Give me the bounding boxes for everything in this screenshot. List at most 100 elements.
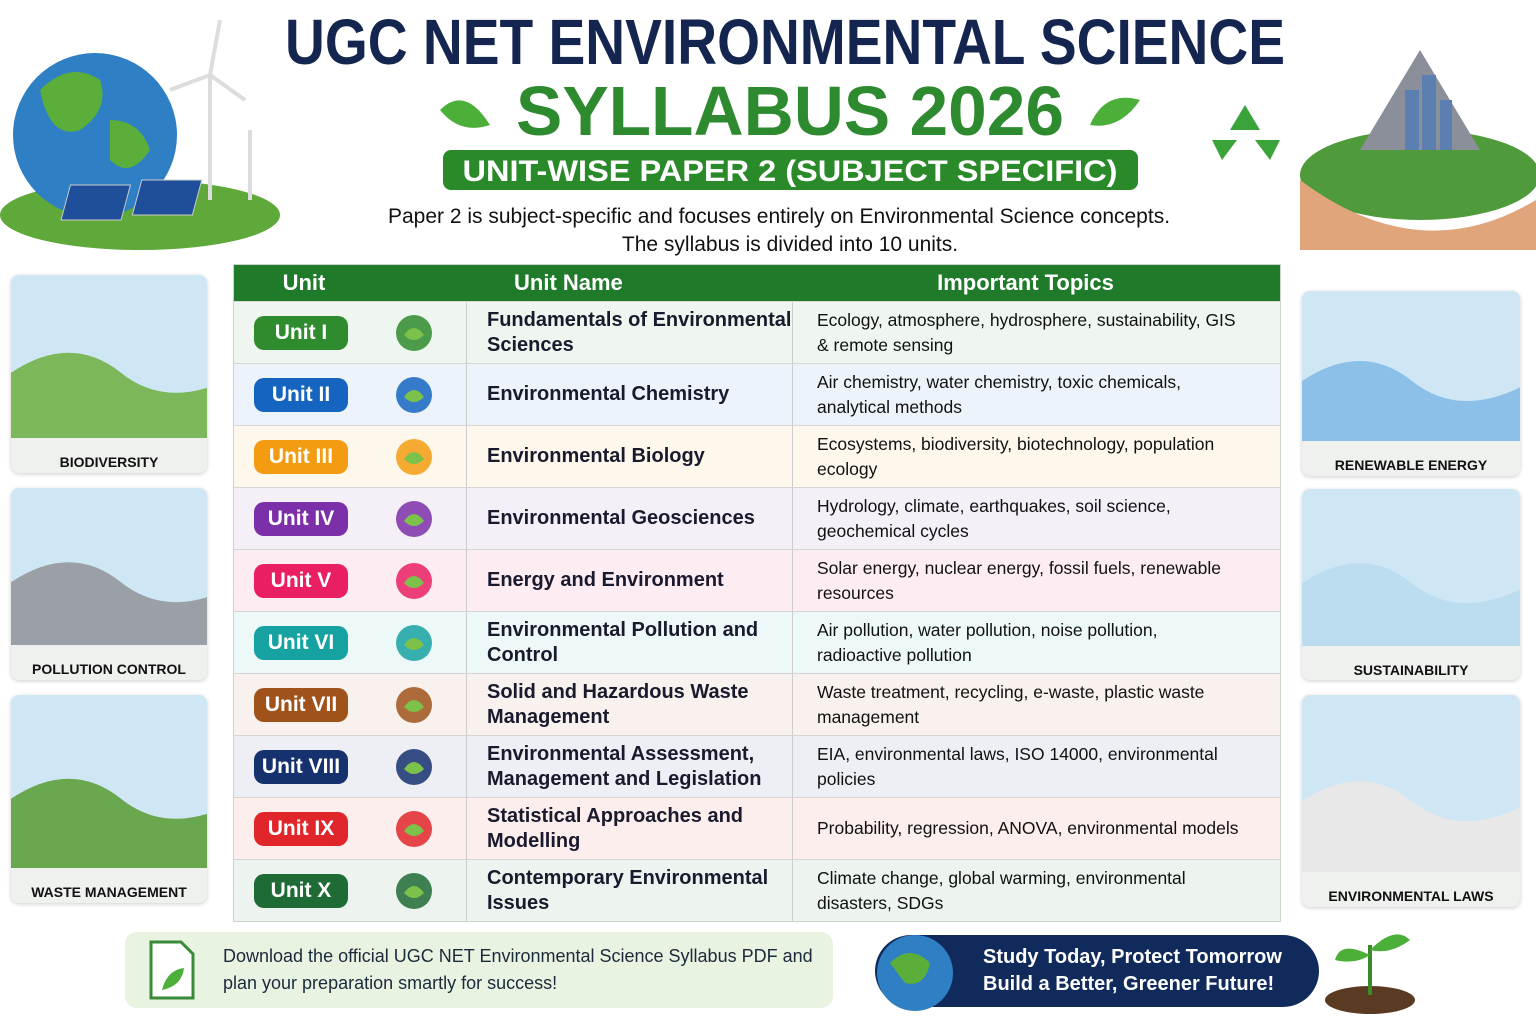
unit-cell: Unit X [234, 860, 467, 921]
slogan-line: Build a Better, Greener Future! [983, 973, 1275, 995]
side-panel: ENVIRONMENTAL LAWS [1302, 695, 1520, 907]
panel-picture [11, 695, 207, 868]
table-row: Unit III Environmental Biology Ecosystems,… [234, 425, 1280, 487]
unit-badge: Unit X [254, 874, 348, 908]
table-row: Unit II Environmental Chemistry Air chemis… [234, 363, 1280, 425]
sprout [1325, 934, 1415, 1014]
unit-icon [396, 439, 432, 475]
intro: Paper 2 is subject-specific and focuses … [388, 205, 1170, 228]
pdf-icon [149, 940, 195, 1000]
unit-name: Environmental Chemistry [467, 364, 793, 425]
panel-label: SUSTAINABILITY [1353, 662, 1469, 678]
unit-name: Environmental Geosciences [467, 488, 793, 549]
badge-bg [443, 150, 1138, 190]
unit-badge: Unit IX [254, 812, 348, 846]
island [1300, 130, 1536, 220]
unit-icon [396, 563, 432, 599]
unit-badge: Unit V [254, 564, 348, 598]
unit-topics: Ecology, atmosphere, hydrosphere, sustai… [817, 309, 1236, 355]
table-row: Unit VII Solid and Hazardous Waste Manage… [234, 673, 1280, 735]
unit-cell: Unit IV [234, 488, 467, 549]
unit-name: Solid and Hazardous Waste Management [467, 674, 793, 735]
unit-badge: Unit III [254, 440, 348, 474]
unit-badge: Unit IV [254, 502, 348, 536]
unit-cell: Unit III [234, 426, 467, 487]
panel-label: BIODIVERSITY [59, 454, 159, 470]
side-panel: RENEWABLE ENERGY [1302, 291, 1520, 476]
table-row: Unit I Fundamentals of Environmental Scie… [234, 301, 1280, 363]
unit-topics: Probability, regression, ANOVA, environm… [817, 818, 1239, 838]
title: UGC NET ENVIRONMENTAL SCIENCE [285, 6, 1285, 78]
table-row: Unit IV Environmental Geosciences Hydrolog… [234, 487, 1280, 549]
panel-label: POLLUTION CONTROL [32, 661, 186, 677]
unit-badge: Unit VIII [254, 750, 348, 784]
unit-icon [396, 501, 432, 537]
unit-topics: Air chemistry, water chemistry, toxic ch… [817, 371, 1182, 417]
recycle-icon [1212, 105, 1280, 160]
slogan: Study Today, Protect Tomorrow Build a Bet… [983, 944, 1282, 998]
unit-name: Contemporary Environmental Issues [467, 860, 793, 921]
table-row: Unit X Contemporary Environmental Issues C… [234, 859, 1280, 921]
unit-name: Statistical Approaches and Modelling [467, 798, 793, 859]
unit-cell: Unit V [234, 550, 467, 611]
slogan-box: Study Today, Protect Tomorrow Build a Bet… [875, 935, 1319, 1011]
city [1405, 75, 1452, 150]
unit-topics: Hydrology, climate, earthquakes, soil sc… [817, 495, 1171, 541]
panel-label: RENEWABLE ENERGY [1334, 457, 1488, 473]
table-row: Unit VI Environmental Pollution and Contr… [234, 611, 1280, 673]
leaf-right [1090, 97, 1140, 126]
unit-topics: Climate change, global warming, environm… [817, 867, 1186, 913]
table-row: Unit V Energy and Environment Solar energy… [234, 549, 1280, 611]
unit-badge: Unit II [254, 378, 348, 412]
unit-cell: Unit IX [234, 798, 467, 859]
download-text: Download the official UGC NET Environmen… [223, 946, 813, 993]
badge: UNIT-WISE PAPER 2 (SUBJECT SPECIFIC) [463, 155, 1118, 188]
syllabus-table: Unit Unit Name Important Topics Unit I Fu… [233, 264, 1281, 922]
unit-badge: Unit VII [254, 688, 348, 722]
hands [1300, 180, 1536, 250]
intro: The syllabus is divided into 10 units. [622, 233, 958, 256]
unit-topics: Air pollution, water pollution, noise po… [817, 619, 1158, 665]
unit-icon [396, 749, 432, 785]
continents [40, 72, 150, 168]
unit-name: Fundamentals of Environmental Sciences [467, 302, 793, 363]
column-header: Unit [282, 270, 326, 295]
unit-icon [396, 377, 432, 413]
unit-name: Energy and Environment [467, 550, 793, 611]
mountain [1360, 50, 1480, 150]
panel-label: WASTE MANAGEMENT [31, 884, 187, 900]
unit-topics: Waste treatment, recycling, e-waste, pla… [817, 681, 1205, 727]
side-panel: BIODIVERSITY [11, 275, 207, 473]
column-header: Important Topics [937, 270, 1114, 295]
unit-cell: Unit VIII [234, 736, 467, 797]
unit-badge: Unit I [254, 316, 348, 350]
unit-badge: Unit VI [254, 626, 348, 660]
table-row: Unit VIII Environmental Assessment, Manag… [234, 735, 1280, 797]
unit-topics: EIA, environmental laws, ISO 14000, envi… [817, 743, 1218, 789]
unit-topics: Solar energy, nuclear energy, fossil fue… [817, 557, 1222, 603]
unit-icon [396, 625, 432, 661]
unit-icon [396, 687, 432, 723]
side-panel: WASTE MANAGEMENT [11, 695, 207, 903]
panel-picture [1302, 489, 1520, 646]
turbines [169, 19, 252, 200]
unit-topics: Ecosystems, biodiversity, biotechnology,… [817, 433, 1215, 479]
solar-panels [60, 179, 203, 221]
title-year: SYLLABUS 2026 [516, 72, 1064, 150]
panel-picture [1302, 291, 1520, 441]
download-box: Download the official UGC NET Environmen… [125, 932, 833, 1008]
unit-icon [396, 315, 432, 351]
unit-cell: Unit VI [234, 612, 467, 673]
unit-name: Environmental Pollution and Control [467, 612, 793, 673]
unit-name: Environmental Biology [467, 426, 793, 487]
unit-icon [396, 811, 432, 847]
column-header: Unit Name [514, 270, 623, 295]
panel-picture [1302, 695, 1520, 872]
unit-cell: Unit II [234, 364, 467, 425]
table-row: Unit IX Statistical Approaches and Modell… [234, 797, 1280, 859]
unit-name: Environmental Assessment, Management and… [467, 736, 793, 797]
slogan-line: Study Today, Protect Tomorrow [983, 946, 1282, 968]
panel-picture [11, 488, 207, 645]
unit-cell: Unit VII [234, 674, 467, 735]
